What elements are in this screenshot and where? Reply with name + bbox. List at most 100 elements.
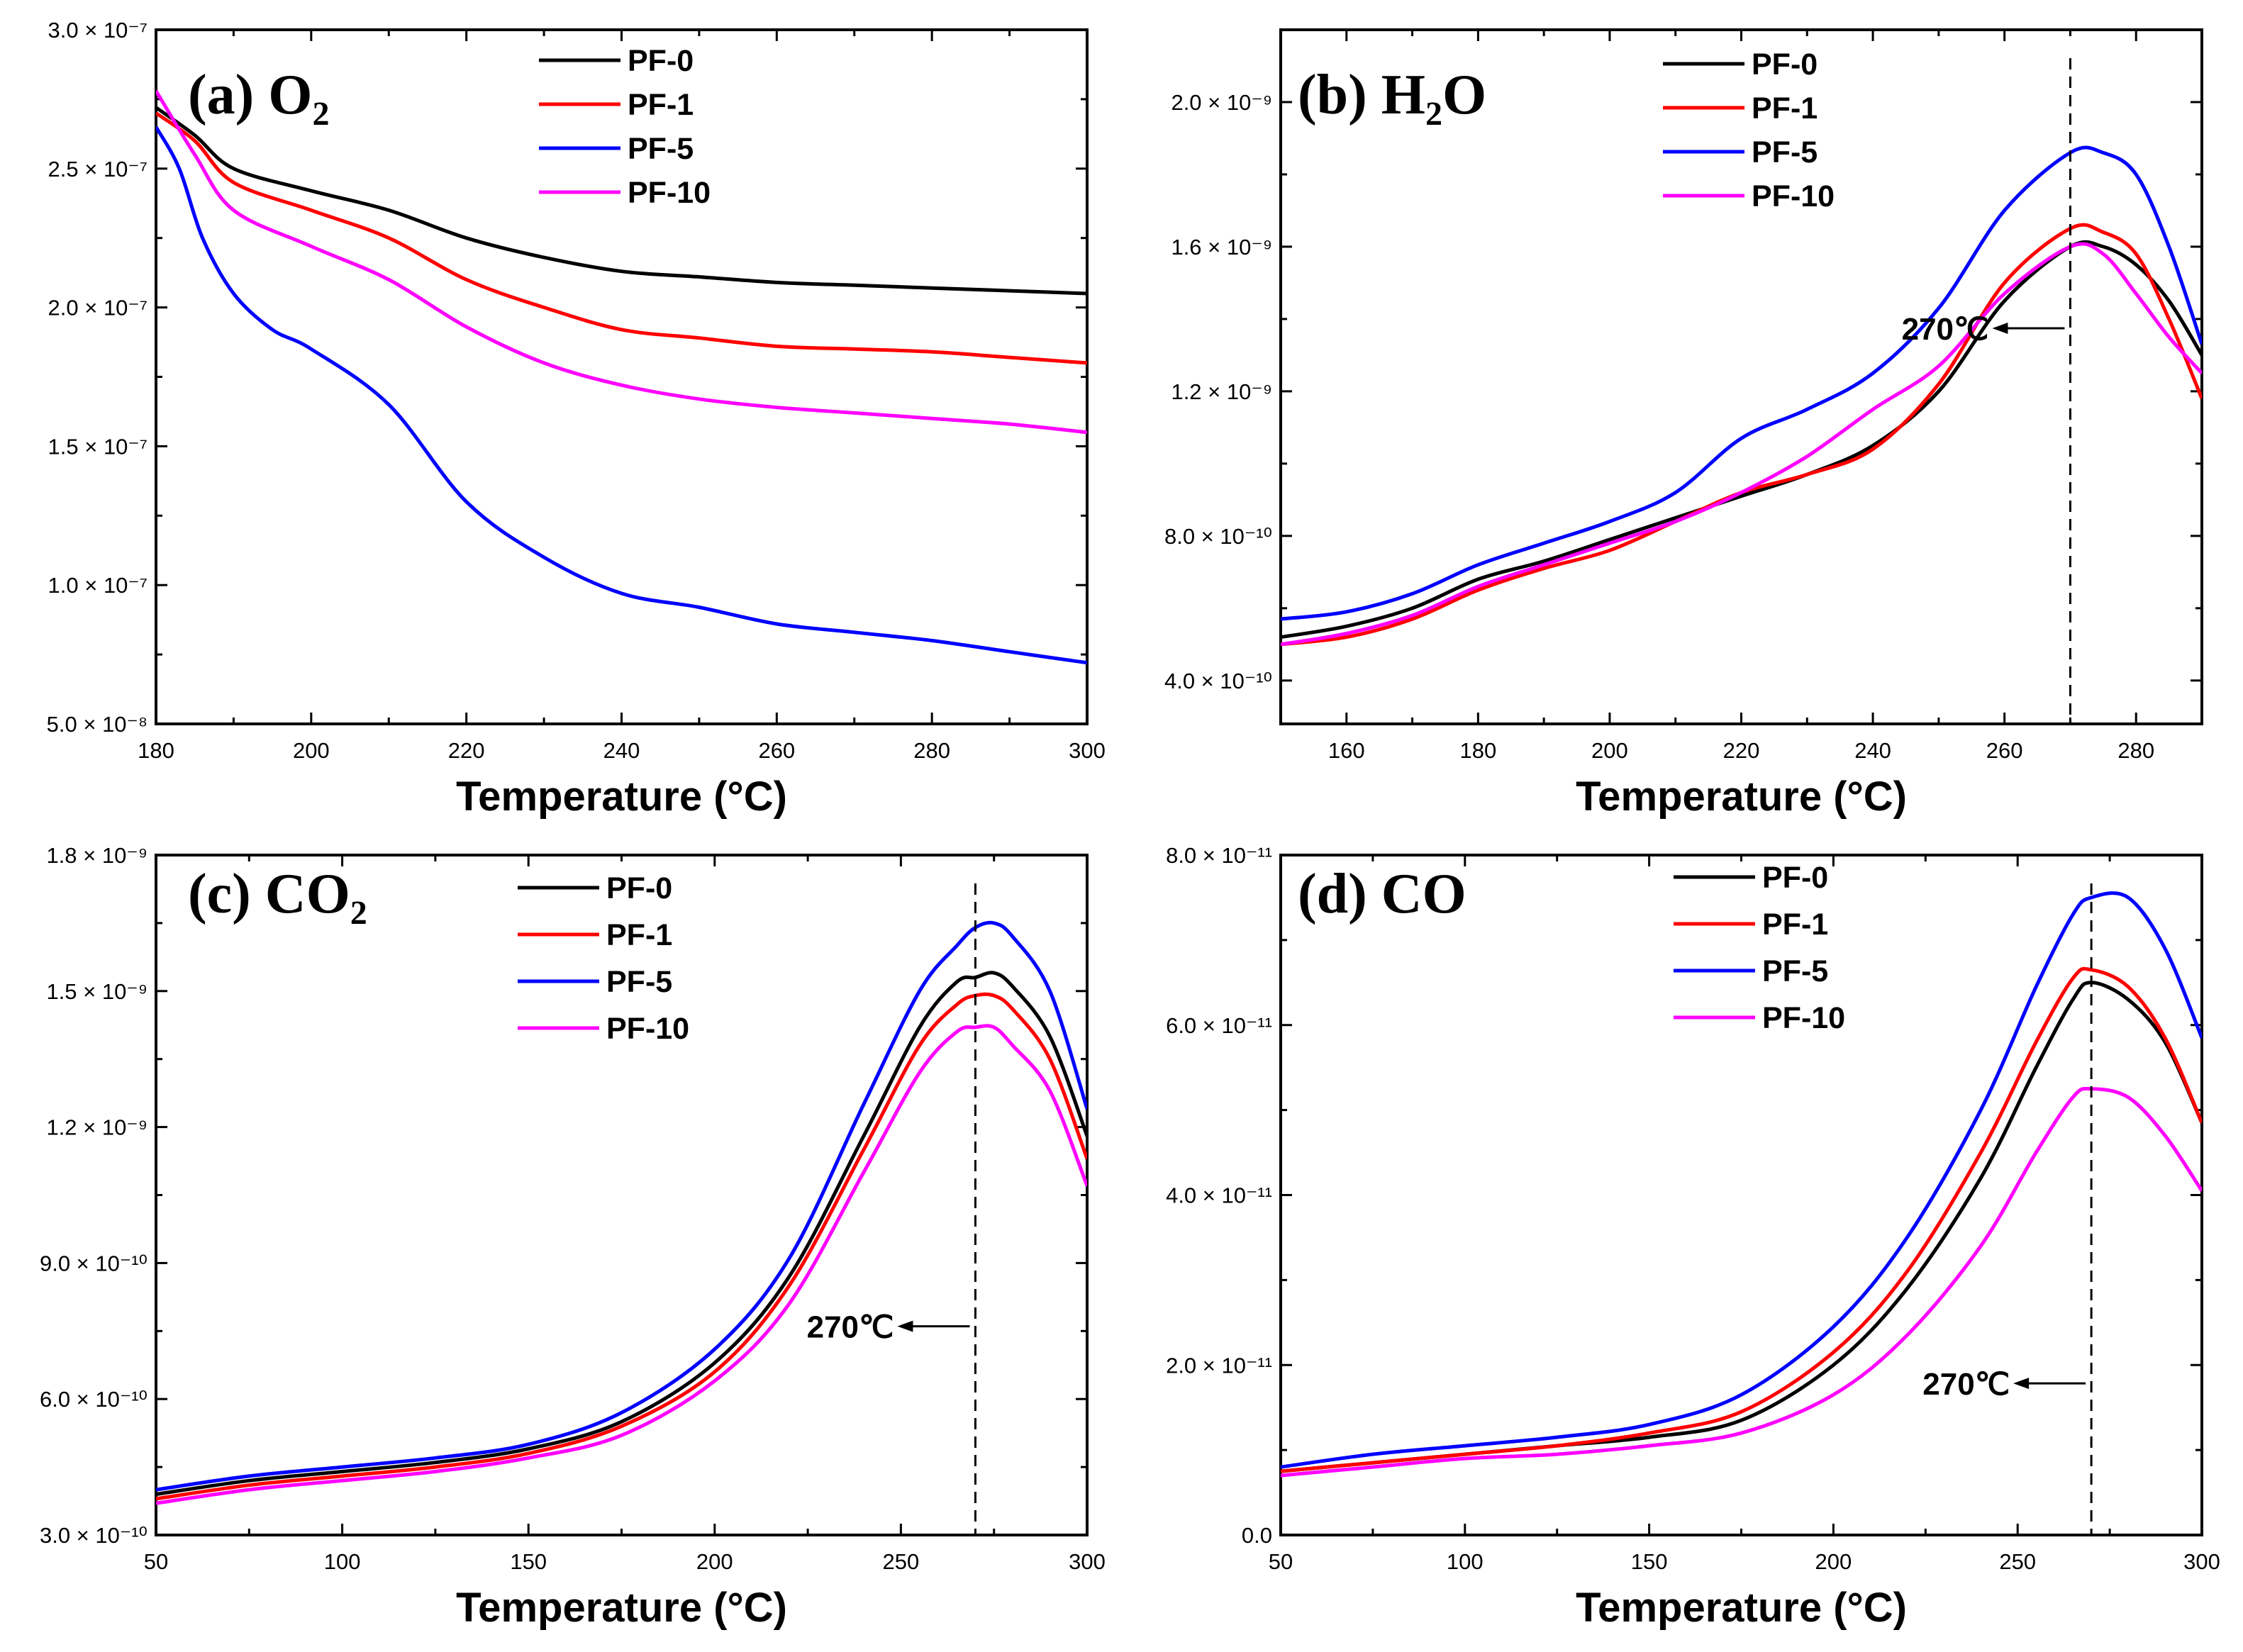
series-group (156, 920, 1087, 1505)
series-line-pf-5 (156, 920, 1087, 1492)
legend-label-pf-0: PF-0 (628, 44, 694, 78)
y-tick-label: 1.2 × 10⁻⁹ (1171, 379, 1272, 404)
y-tick-label: 1.5 × 10⁻⁷ (48, 434, 148, 459)
x-axis-title: Temperature (°C) (1576, 774, 1907, 820)
y-tick-label: 8.0 × 10⁻¹¹ (1166, 843, 1272, 868)
panel-title: (c) CO₂ (188, 863, 367, 925)
x-tick-label: 240 (1854, 738, 1891, 763)
y-tick-label: 5.0 × 10⁻⁸ (47, 712, 148, 737)
series-line-pf-1 (156, 992, 1087, 1501)
x-tick-label: 200 (1815, 1549, 1852, 1574)
annotation-label: 270℃ (1902, 312, 1989, 347)
y-tick-label: 3.0 × 10⁻¹⁰ (40, 1523, 148, 1548)
y-tick-label: 8.0 × 10⁻¹⁰ (1164, 524, 1272, 549)
y-tick-label: 9.0 × 10⁻¹⁰ (40, 1251, 148, 1276)
y-tick-label: 4.0 × 10⁻¹¹ (1166, 1183, 1272, 1208)
x-tick-label: 260 (758, 738, 795, 763)
x-tick-label: 300 (2183, 1549, 2220, 1574)
legend-label-pf-10: PF-10 (606, 1012, 689, 1046)
series-line-pf-0 (156, 971, 1087, 1496)
x-tick-label: 200 (293, 738, 330, 763)
y-tick-label: 4.0 × 10⁻¹⁰ (1164, 669, 1272, 693)
x-tick-label: 100 (324, 1549, 361, 1574)
x-tick-label: 50 (144, 1549, 168, 1574)
x-tick-label: 250 (883, 1549, 920, 1574)
series-line-pf-1 (1281, 223, 2202, 647)
legend-label-pf-0: PF-0 (1762, 861, 1828, 895)
x-tick-label: 300 (1069, 738, 1106, 763)
legend-label-pf-5: PF-5 (606, 965, 672, 999)
x-axis-title: Temperature (°C) (1576, 1585, 1907, 1631)
legend-label-pf-1: PF-1 (1752, 91, 1818, 125)
x-tick-label: 300 (1069, 1549, 1106, 1574)
series-line-pf-1 (1281, 966, 2202, 1473)
chart-panel-0: 180 200 220 240 260 280 300 5.0 × 10⁻⁸ 1.0 × 10⁻… (47, 18, 1106, 820)
plot-frame (155, 28, 1089, 725)
annotation-arrow-head (2013, 1378, 2030, 1390)
panel-title: (b) H₂O (1298, 64, 1486, 126)
x-tick-label: 260 (1986, 738, 2023, 763)
y-tick-label: 6.0 × 10⁻¹⁰ (40, 1387, 148, 1412)
series-line-pf-0 (1281, 981, 2202, 1473)
y-tick-label: 2.0 × 10⁻⁹ (1171, 90, 1272, 115)
y-tick-label: 2.0 × 10⁻¹¹ (1166, 1353, 1272, 1378)
legend-label-pf-0: PF-0 (606, 871, 672, 905)
x-axis-title: Temperature (°C) (456, 1585, 787, 1631)
x-tick-label: 200 (1591, 738, 1628, 763)
series-line-pf-10 (1281, 1086, 2202, 1478)
plot-frame (1279, 28, 2203, 725)
annotation-label: 270℃ (1922, 1367, 2010, 1402)
legend-label-pf-1: PF-1 (1762, 908, 1828, 942)
y-tick-label: 0.0 (1242, 1523, 1272, 1548)
series-line-pf-10 (156, 1024, 1087, 1505)
y-tick-label: 1.0 × 10⁻⁷ (48, 573, 148, 598)
legend-label-pf-5: PF-5 (628, 132, 694, 166)
x-tick-label: 240 (603, 738, 640, 763)
y-tick-label: 6.0 × 10⁻¹¹ (1166, 1013, 1272, 1038)
y-tick-label: 2.5 × 10⁻⁷ (48, 157, 148, 182)
annotation-arrow-head (897, 1320, 913, 1332)
x-tick-label: 160 (1328, 738, 1365, 763)
x-tick-label: 100 (1447, 1549, 1484, 1574)
legend-label-pf-10: PF-10 (628, 176, 711, 210)
x-tick-label: 150 (510, 1549, 547, 1574)
annotation-arrow-head (1992, 322, 2008, 334)
legend-label-pf-10: PF-10 (1762, 1001, 1845, 1035)
legend-label-pf-5: PF-5 (1762, 954, 1828, 988)
series-group (1281, 891, 2202, 1478)
y-tick-label: 2.0 × 10⁻⁷ (48, 296, 148, 320)
series-line-pf-5 (156, 125, 1087, 665)
x-tick-label: 180 (138, 738, 174, 763)
annotation-label: 270℃ (807, 1310, 894, 1345)
legend-label-pf-5: PF-5 (1752, 135, 1818, 169)
x-tick-label: 180 (1459, 738, 1496, 763)
x-tick-label: 200 (696, 1549, 733, 1574)
y-tick-label: 1.2 × 10⁻⁹ (46, 1115, 148, 1140)
chart-panel-3: 50 100 150 200 250 300 0.0 2.0 × 10⁻¹¹ 4.0 × 10⁻… (1166, 843, 2220, 1631)
legend-label-pf-0: PF-0 (1752, 48, 1818, 82)
chart-panel-2: 50 100 150 200 250 300 3.0 × 10⁻¹⁰ 6.0 × 10⁻¹⁰ 9… (40, 843, 1106, 1631)
legend-label-pf-10: PF-10 (1752, 179, 1835, 213)
chart-panel-1: 160 180 200 220 240 260 280 4.0 × 10⁻¹⁰ 8.0 × 10… (1164, 28, 2203, 820)
series-line-pf-5 (1281, 891, 2202, 1469)
y-tick-label: 3.0 × 10⁻⁷ (48, 18, 148, 43)
series-line-pf-10 (1281, 242, 2202, 647)
x-tick-label: 220 (1723, 738, 1760, 763)
series-line-pf-1 (156, 111, 1087, 365)
x-tick-label: 250 (1999, 1549, 2036, 1574)
x-axis-title: Temperature (°C) (456, 774, 787, 820)
y-tick-label: 1.6 × 10⁻⁹ (1171, 235, 1272, 259)
series-group (1281, 145, 2202, 647)
y-tick-label: 1.5 × 10⁻⁹ (46, 979, 148, 1004)
legend-label-pf-1: PF-1 (606, 918, 672, 952)
x-tick-label: 220 (448, 738, 485, 763)
panel-title: (d) CO (1298, 863, 1466, 925)
series-line-pf-0 (156, 106, 1087, 296)
x-tick-label: 280 (913, 738, 950, 763)
series-group (156, 89, 1087, 665)
series-line-pf-10 (156, 89, 1087, 435)
x-tick-label: 150 (1631, 1549, 1668, 1574)
series-line-pf-5 (1281, 145, 2202, 621)
y-tick-label: 1.8 × 10⁻⁹ (46, 843, 148, 868)
